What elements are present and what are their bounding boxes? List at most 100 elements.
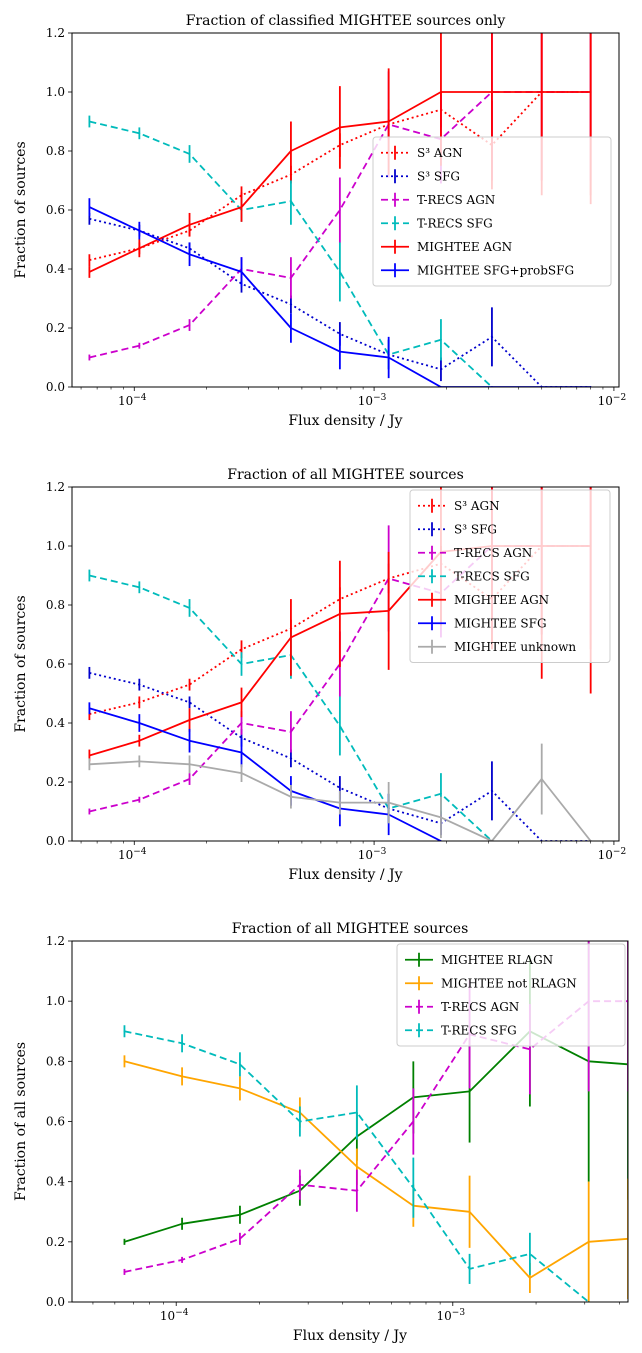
- y-tick-label: 1.0: [46, 994, 65, 1008]
- data-point: [338, 801, 341, 804]
- y-axis-label: Fraction of sources: [13, 141, 29, 278]
- data-point: [188, 223, 191, 226]
- y-tick-label: 0.2: [46, 1235, 65, 1249]
- data-point: [290, 276, 292, 279]
- y-tick-label: 1.2: [46, 480, 65, 494]
- legend-entry: T-RECS SFG: [417, 216, 493, 230]
- data-point: [88, 763, 91, 766]
- data-point: [188, 683, 191, 686]
- data-point: [589, 91, 592, 93]
- data-point: [440, 368, 442, 371]
- chart-panel-2: Fraction of all MIGHTEE sources 0.0 0.2 0.4…: [13, 467, 626, 883]
- legend: MIGHTEE RLAGN MIGHTEE not RLAGN T-RECS AGN…: [396, 943, 626, 1047]
- data-point: [123, 1240, 126, 1243]
- data-point: [188, 701, 191, 704]
- data-point: [88, 217, 91, 220]
- data-point: [528, 1277, 531, 1279]
- data-point: [440, 338, 442, 341]
- legend-entry: S³ AGN: [454, 499, 500, 513]
- axes-frame: [71, 486, 620, 842]
- data-point: [138, 722, 141, 724]
- data-point: [290, 327, 292, 329]
- y-tick-label: 0.4: [46, 716, 65, 730]
- data-point: [468, 1268, 471, 1270]
- data-point: [88, 671, 91, 674]
- legend-entry: MIGHTEE SFG: [454, 616, 547, 630]
- legend-entry: MIGHTEE unknown: [454, 640, 576, 654]
- legend-entry: S³ AGN: [417, 146, 463, 160]
- y-tick-label: 0.8: [46, 144, 65, 158]
- data-point: [88, 259, 91, 262]
- data-point: [188, 153, 191, 155]
- x-tick-label: 10−3: [358, 847, 387, 862]
- data-point: [528, 1252, 531, 1255]
- data-point: [181, 1075, 183, 1078]
- data-point: [240, 722, 243, 724]
- data-point: [240, 271, 243, 273]
- y-tick-label: 1.0: [46, 539, 65, 553]
- data-point: [240, 701, 243, 704]
- data-point: [338, 126, 341, 129]
- series-line-2: [89, 672, 591, 841]
- data-point: [181, 1258, 183, 1261]
- legend-entry: MIGHTEE AGN: [417, 240, 512, 254]
- chart-panel-3: Fraction of all MIGHTEE sources 0.0 0.2 0.4…: [13, 921, 629, 1344]
- data-point: [188, 763, 191, 766]
- data-point: [138, 229, 141, 232]
- data-point: [338, 787, 341, 789]
- legend-box: [396, 943, 626, 1047]
- data-point: [88, 271, 91, 273]
- legend-entry: T-RECS AGN: [441, 1000, 519, 1014]
- legend-box: [372, 136, 612, 287]
- x-tick-exponent: −3: [373, 847, 387, 857]
- x-axis-label: Flux density / Jy: [288, 867, 402, 883]
- y-tick-label: 1.2: [46, 934, 65, 948]
- data-point: [138, 798, 141, 801]
- y-tick-label: 0.6: [46, 657, 65, 671]
- data-point: [88, 206, 91, 208]
- data-point: [540, 91, 543, 93]
- data-point: [239, 1213, 241, 1216]
- data-point: [138, 586, 141, 589]
- legend-entry: MIGHTEE SFG+probSFG: [417, 263, 574, 277]
- data-point: [138, 247, 141, 250]
- data-point: [123, 1060, 126, 1063]
- y-tick-label: 0.6: [46, 1115, 65, 1129]
- data-point: [387, 356, 390, 359]
- data-point: [338, 271, 341, 273]
- data-point: [468, 1090, 471, 1093]
- y-tick-label: 1.2: [46, 26, 65, 40]
- data-point: [123, 1271, 126, 1273]
- data-point: [540, 778, 543, 780]
- x-tick-exponent: −4: [133, 393, 147, 403]
- y-tick-label: 0.0: [46, 380, 65, 394]
- chart-title: Fraction of all MIGHTEE sources: [232, 921, 469, 937]
- legend-entry: S³ SFG: [454, 522, 497, 536]
- data-point: [138, 701, 141, 704]
- axes-frame: [71, 940, 629, 1303]
- legend-entry: T-RECS SFG: [441, 1023, 517, 1037]
- y-axis-label: Fraction of sources: [13, 595, 29, 732]
- data-point: [468, 1210, 471, 1213]
- x-tick-label: 10−3: [358, 393, 387, 408]
- data-point: [88, 120, 91, 123]
- series-line-4: [124, 1030, 590, 1302]
- data-point: [181, 1222, 183, 1225]
- data-point: [290, 303, 292, 306]
- data-point: [240, 751, 243, 754]
- legend-box: [409, 489, 611, 663]
- data-point: [240, 663, 243, 665]
- data-point: [188, 719, 191, 721]
- data-point: [240, 206, 243, 208]
- data-point: [88, 574, 91, 577]
- data-point: [138, 760, 141, 763]
- x-tick-label: 10−4: [118, 393, 147, 408]
- data-point: [491, 335, 493, 338]
- y-tick-label: 0.8: [46, 598, 65, 612]
- data-point: [188, 739, 191, 742]
- data-point: [387, 801, 390, 804]
- data-point: [440, 91, 442, 93]
- data-point: [298, 1120, 301, 1123]
- series-line-1: [124, 1030, 628, 1243]
